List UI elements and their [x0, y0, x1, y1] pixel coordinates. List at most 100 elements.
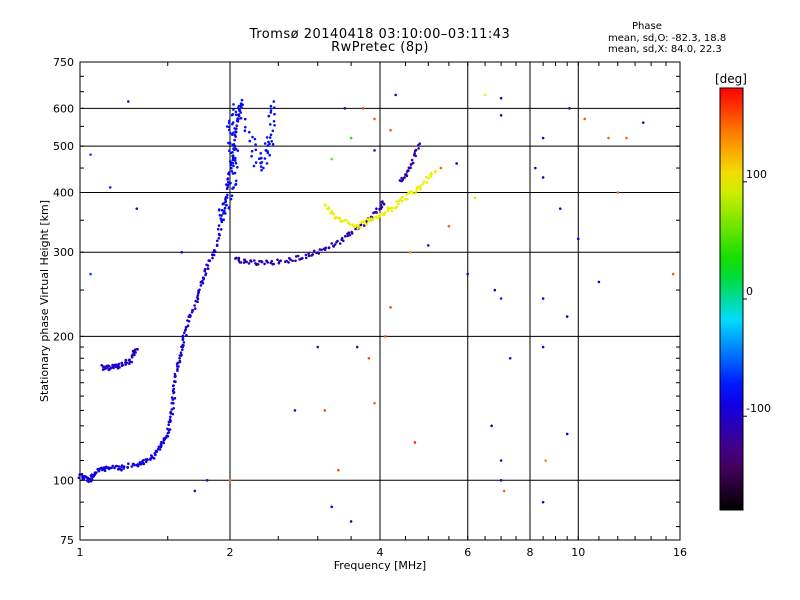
noise-point [447, 224, 451, 228]
echo-point [414, 154, 418, 158]
echo-point [193, 307, 197, 310]
echo-point [222, 202, 225, 205]
echo-point [259, 152, 263, 155]
echo-point [268, 136, 272, 139]
noise-point [576, 237, 580, 241]
echo-point [264, 149, 268, 152]
echo-point [187, 320, 191, 323]
echo-point [191, 309, 195, 312]
echo-point [232, 186, 235, 189]
phase-stats-x-mode: mean, sd,X: 84.0, 22.3 [608, 44, 722, 55]
echo-point [311, 253, 315, 256]
colorbar-tick-label: 0 [746, 285, 753, 298]
echo-point [411, 161, 415, 165]
echo-point [356, 227, 360, 230]
echo-point [198, 288, 201, 292]
echo-point [348, 233, 352, 237]
echo-point [170, 401, 173, 405]
noise-point [349, 136, 353, 140]
echo-point [178, 356, 181, 360]
echo-point [131, 349, 135, 353]
noise-point [343, 107, 347, 110]
echo-point [231, 143, 234, 147]
x-tick-label: 1 [77, 546, 84, 559]
echo-point [120, 464, 124, 467]
echo-point [212, 253, 216, 257]
echo-point [365, 217, 369, 221]
echo-point [211, 256, 214, 260]
echo-point [127, 462, 130, 466]
echo-point [136, 464, 140, 468]
echo-point [145, 460, 148, 464]
noise-point [541, 500, 545, 504]
echo-point [125, 361, 129, 365]
echo-point [168, 418, 172, 421]
echo-point [307, 254, 311, 258]
echo-point [81, 478, 85, 481]
noise-point [568, 107, 571, 110]
colorbar [719, 87, 744, 511]
noise-point [355, 345, 359, 349]
echo-point [287, 261, 290, 264]
noise-point [671, 272, 675, 276]
echo-point [185, 334, 188, 337]
echo-point [174, 374, 177, 378]
noise-point [367, 356, 371, 360]
echo-point [359, 226, 362, 229]
echo-point [224, 195, 228, 199]
echo-point [160, 444, 163, 447]
noise-point [473, 196, 477, 200]
echo-point [250, 149, 254, 153]
noise-point [373, 117, 376, 121]
echo-point [269, 111, 273, 114]
echo-point [231, 158, 235, 162]
echo-point [269, 109, 273, 112]
echo-point [83, 475, 87, 479]
echo-point [330, 242, 334, 245]
noise-point [625, 136, 628, 140]
echo-point [120, 468, 123, 472]
echo-point [222, 218, 225, 221]
echo-point [100, 364, 103, 367]
phase-stats-o-mode: mean, sd,O: -82.3, 18.8 [608, 33, 727, 44]
echo-point [401, 195, 404, 199]
chart-title: Tromsø 20140418 03:10:00–03:11:43 [249, 27, 511, 42]
echo-point [231, 156, 235, 160]
colorbar-tick-label: -100 [746, 402, 771, 415]
noise-point [330, 505, 334, 509]
echo-point [317, 252, 321, 255]
echo-point [226, 186, 229, 189]
echo-point [153, 452, 157, 455]
echo-point [430, 172, 433, 176]
echo-point [418, 142, 422, 145]
echo-point [365, 222, 369, 226]
echo-point [395, 200, 398, 203]
echo-point [90, 473, 94, 477]
echo-point [166, 435, 170, 438]
echo-point [425, 181, 429, 184]
echo-point [236, 149, 240, 152]
noise-point [361, 107, 365, 110]
echo-point [362, 220, 366, 223]
echo-point [362, 224, 366, 227]
echo-point [228, 205, 231, 209]
echo-point [106, 365, 109, 368]
echo-point [173, 397, 177, 400]
echo-point [239, 261, 243, 264]
echo-point [167, 423, 170, 427]
noise-point [337, 468, 340, 472]
echo-point [406, 169, 410, 172]
echo-point [170, 408, 174, 411]
echo-point [118, 366, 121, 369]
noise-point [135, 207, 139, 210]
noise-point [558, 207, 562, 210]
echo-point [233, 127, 236, 130]
noise-point [583, 117, 586, 121]
echo-point [350, 230, 354, 234]
echo-point [407, 191, 410, 194]
echo-point [237, 258, 241, 261]
echo-point [136, 348, 139, 351]
echo-point [248, 139, 252, 143]
echo-point [409, 166, 412, 169]
